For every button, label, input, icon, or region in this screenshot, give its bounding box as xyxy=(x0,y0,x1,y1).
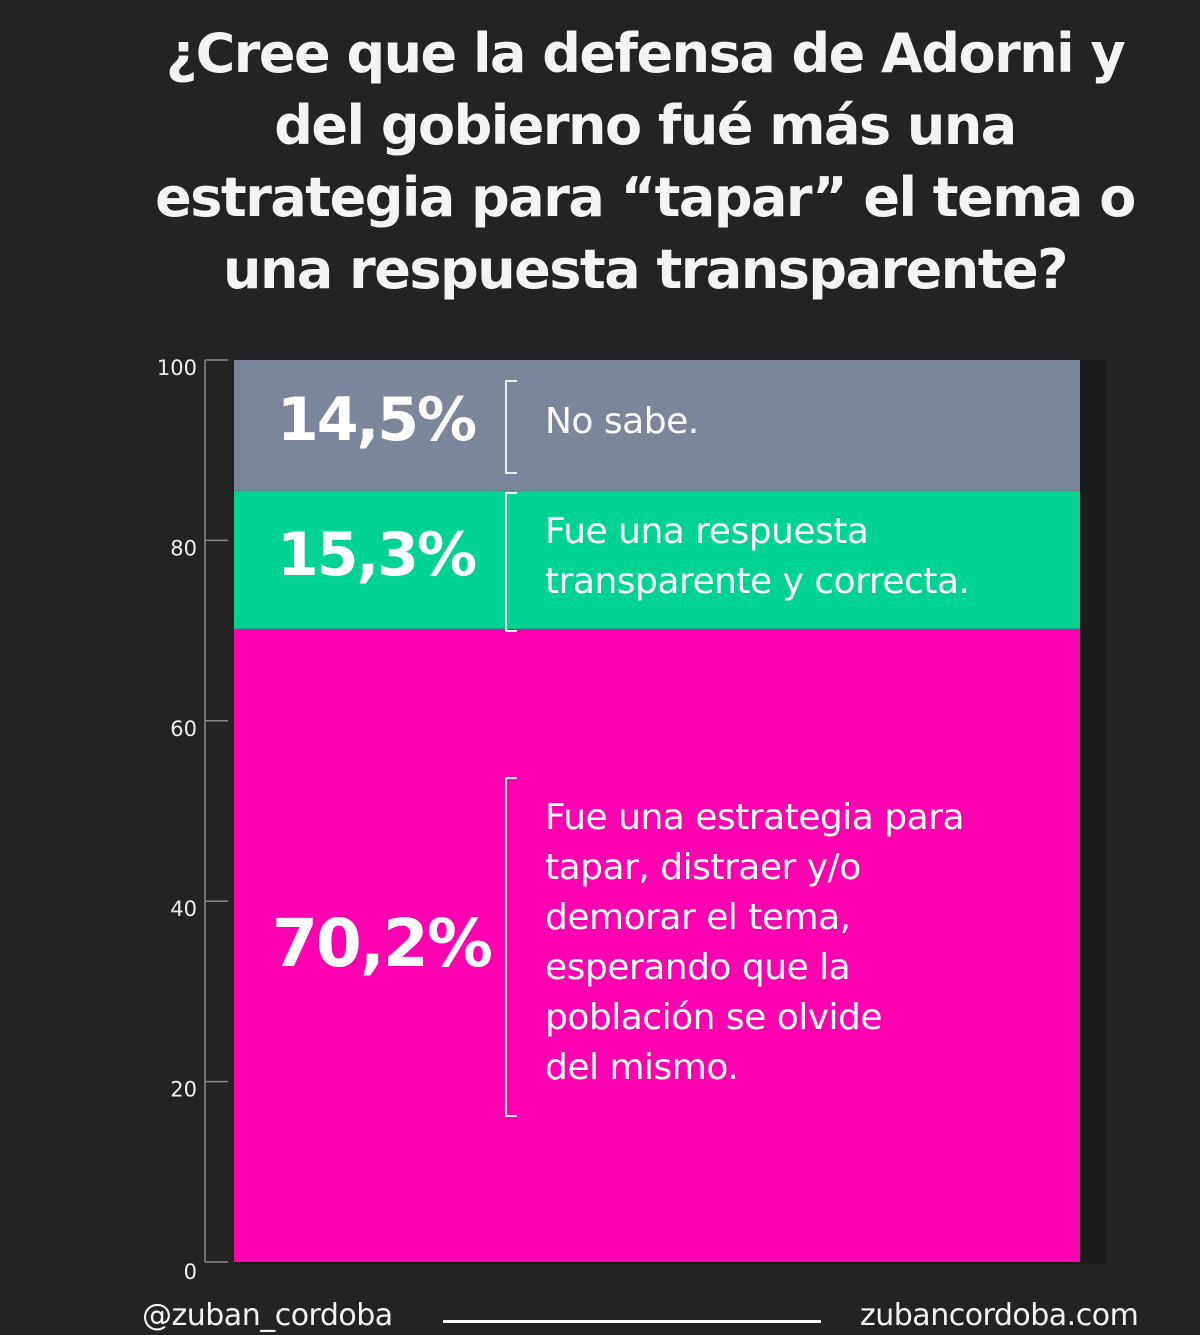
segment-value-label: 14,5% xyxy=(277,385,477,456)
bracket xyxy=(505,491,517,632)
y-tick-label: 60 xyxy=(170,717,197,741)
description-line: esperando que la xyxy=(545,947,851,989)
segment-description: Fue una estrategia para tapar, distraer y… xyxy=(545,793,965,1093)
description-line: Fue una estrategia para xyxy=(545,797,965,839)
chart-title: ¿Cree que la defensa de Adorni y del gob… xyxy=(155,22,1136,301)
segment-description: Fue una respuesta transparente y correcta… xyxy=(545,507,970,607)
description-line: transparente y correcta. xyxy=(545,560,970,602)
bracket xyxy=(505,777,517,1118)
bar-segment xyxy=(234,360,1080,491)
y-tick-label: 20 xyxy=(170,1078,197,1102)
segment-value-label: 15,3% xyxy=(277,519,477,590)
y-tick-label: 40 xyxy=(170,897,197,921)
description-line: Fue una respuesta xyxy=(545,510,869,552)
footer-divider xyxy=(443,1320,821,1323)
footer-site: zubancordoba.com xyxy=(860,1298,1139,1333)
bar-segment xyxy=(234,628,1080,1262)
description-line: No sabe. xyxy=(545,401,699,443)
description-line: tapar, distraer y/o xyxy=(545,847,861,889)
footer-handle: @zuban_cordoba xyxy=(142,1298,393,1333)
description-line: población se olvide xyxy=(545,997,883,1039)
description-line: demorar el tema, xyxy=(545,897,851,939)
y-tick-label: 80 xyxy=(170,536,197,560)
y-tick-label: 100 xyxy=(157,356,197,380)
description-line: del mismo. xyxy=(545,1047,739,1089)
bar-segment xyxy=(234,490,1080,629)
bracket xyxy=(505,380,517,475)
segment-description: No sabe. xyxy=(545,397,699,447)
segment-value-label: 70,2% xyxy=(272,905,493,983)
y-tick-label: 0 xyxy=(184,1260,197,1284)
